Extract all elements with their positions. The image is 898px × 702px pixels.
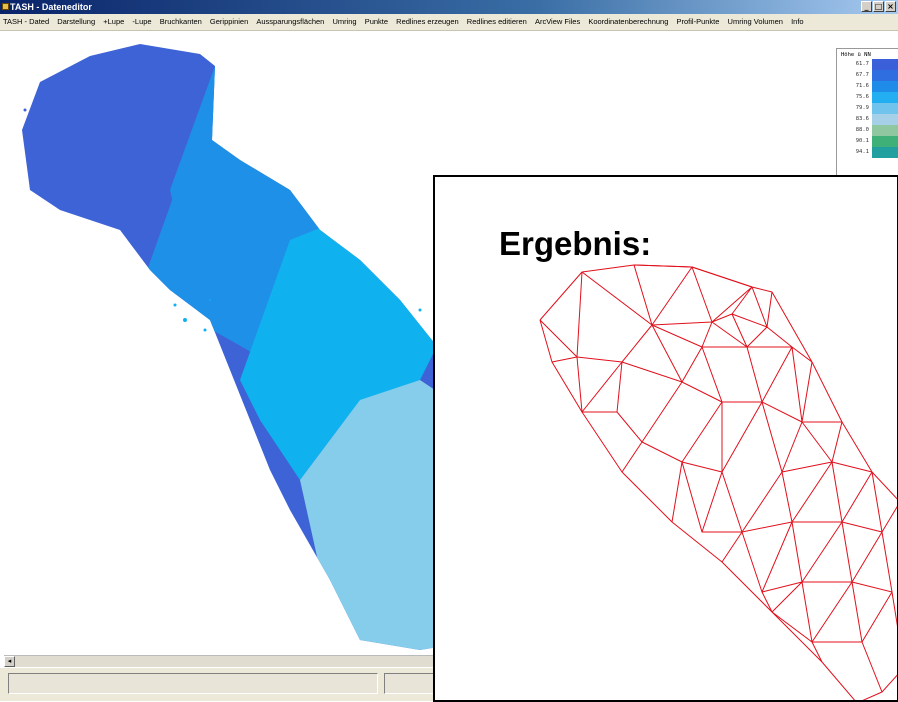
menu-item-zoom-out[interactable]: -Lupe	[132, 17, 152, 26]
menu-item-umring[interactable]: Umring	[332, 17, 357, 26]
legend-swatch	[872, 136, 898, 147]
legend-row: 79.9	[839, 103, 898, 114]
legend-value: 75.6	[855, 94, 869, 100]
result-heading: Ergebnis:	[499, 225, 652, 262]
terrain-map	[22, 44, 480, 650]
legend-swatch	[872, 81, 898, 92]
menu-item-redlines-editieren[interactable]: Redlines editieren	[466, 17, 527, 26]
legend-swatch	[872, 92, 898, 103]
window-controls: _ □ ×	[861, 1, 896, 12]
terrain-specks	[173, 298, 422, 362]
legend-value: 94.1	[855, 149, 869, 155]
legend-swatch	[872, 59, 898, 70]
menu-item-redlines-erzeugen[interactable]: Redlines erzeugen	[396, 17, 459, 26]
legend-title: Höhe ü NN	[841, 52, 871, 58]
horizontal-scrollbar[interactable]: ◂	[4, 655, 434, 667]
legend-swatch	[872, 125, 898, 136]
legend-row: 83.6	[839, 114, 898, 125]
app-icon	[2, 3, 9, 10]
legend-value: 88.0	[855, 127, 869, 133]
legend-value: 61.7	[855, 61, 869, 67]
height-legend: Höhe ü NN 61.7 67.7 71.6 75.6 79.9 83.6 …	[836, 48, 898, 178]
scroll-left-arrow-icon[interactable]: ◂	[4, 656, 15, 667]
legend-value: 90.1	[855, 138, 869, 144]
menu-item-info[interactable]: Info	[791, 17, 804, 26]
legend-value: 83.6	[855, 116, 869, 122]
status-panel-1	[8, 673, 378, 694]
legend-value: 71.6	[855, 83, 869, 89]
legend-swatch	[872, 147, 898, 158]
menu-item-punkte[interactable]: Punkte	[364, 17, 389, 26]
menu-item-profil-punkte[interactable]: Profil-Punkte	[676, 17, 720, 26]
menu-item-umring-volumen[interactable]: Umring Volumen	[727, 17, 783, 26]
maximize-button[interactable]: □	[873, 1, 884, 12]
menu-bar: TASH - Dated Darstellung +Lupe -Lupe Bru…	[0, 14, 898, 31]
legend-row: 71.6	[839, 81, 898, 92]
legend-row: 88.0	[839, 125, 898, 136]
window-title: TASH - Dateneditor	[10, 2, 92, 12]
menu-item-zoom-in[interactable]: +Lupe	[103, 17, 125, 26]
legend-swatch	[872, 70, 898, 81]
triangulation-mesh	[539, 264, 897, 700]
close-button[interactable]: ×	[885, 1, 896, 12]
window-titlebar: TASH - Dateneditor _ □ ×	[0, 0, 898, 14]
legend-swatch	[872, 114, 898, 125]
menu-item-gerippinien[interactable]: Gerippinien	[209, 17, 249, 26]
legend-row: 90.1	[839, 136, 898, 147]
legend-row: 94.1	[839, 147, 898, 158]
menu-item-koordinatenberechnung[interactable]: Koordinatenberechnung	[588, 17, 669, 26]
legend-value: 79.9	[855, 105, 869, 111]
menu-item-tash-dated[interactable]: TASH - Dated	[3, 17, 50, 26]
legend-row: 67.7	[839, 70, 898, 81]
legend-row: 75.6	[839, 92, 898, 103]
menu-item-arcview-files[interactable]: ArcView Files	[534, 17, 581, 26]
legend-value: 67.7	[855, 72, 869, 78]
legend-row: 61.7	[839, 59, 898, 70]
menu-item-bruchkanten[interactable]: Bruchkanten	[159, 17, 202, 26]
result-overlay: Ergebnis:	[433, 175, 898, 702]
terrain-specks-dark	[23, 100, 37, 121]
legend-swatch	[872, 103, 898, 114]
menu-item-aussparungsflaechen[interactable]: Aussparungsflächen	[256, 17, 325, 26]
menu-item-darstellung[interactable]: Darstellung	[57, 17, 96, 26]
minimize-button[interactable]: _	[861, 1, 872, 12]
